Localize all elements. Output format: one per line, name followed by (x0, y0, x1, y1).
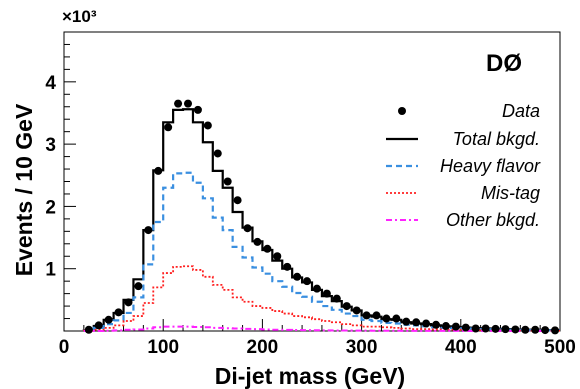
legend-label: Heavy flavor (440, 156, 541, 176)
data-point (342, 302, 351, 311)
data-point (541, 326, 550, 335)
data-point (174, 99, 183, 108)
data-point (283, 262, 292, 271)
data-point (114, 308, 123, 317)
y-tick-label: 1 (45, 260, 56, 281)
data-point (471, 324, 480, 333)
data-point (382, 314, 391, 323)
data-points (84, 99, 560, 335)
data-point (243, 224, 252, 233)
legend-data-marker (398, 107, 406, 115)
data-point (303, 277, 312, 286)
data-point (263, 244, 272, 253)
y-tick-label: 2 (45, 197, 56, 218)
data-point (322, 289, 331, 298)
data-point (203, 121, 212, 130)
data-point (521, 325, 530, 334)
data-point (461, 323, 470, 332)
legend-label: Data (502, 101, 540, 121)
series-mis-tag-line (82, 265, 560, 332)
x-tick-label: 200 (247, 337, 279, 358)
data-point (253, 237, 262, 246)
data-point (362, 311, 371, 320)
data-point (233, 196, 242, 205)
data-point (144, 226, 153, 235)
data-point (422, 319, 431, 328)
data-point (164, 123, 173, 132)
data-point (481, 324, 490, 333)
data-point (213, 149, 222, 158)
data-point (223, 177, 232, 186)
series-other-bkgd-line (83, 325, 560, 332)
data-point (501, 325, 510, 334)
data-point (451, 322, 460, 331)
data-point (412, 318, 421, 327)
legend-label: Mis-tag (481, 183, 540, 203)
data-point (184, 99, 192, 108)
data-point (392, 314, 401, 323)
y-tick-label: 3 (45, 135, 56, 156)
data-point (193, 105, 202, 114)
x-tick-label: 300 (346, 337, 378, 358)
data-point (124, 298, 133, 307)
data-point (104, 315, 113, 324)
data-point (441, 322, 450, 331)
y-tick-label: 4 (45, 73, 56, 94)
x-tick-label: 0 (59, 337, 70, 358)
data-point (293, 272, 302, 281)
tick-labels: 0 100 200 300 400 500 1 2 3 4 (45, 73, 575, 358)
data-point (312, 284, 321, 293)
y-exponent-label: ×10³ (62, 7, 97, 26)
data-point (531, 325, 540, 334)
x-axis-title: Di-jet mass (GeV) (215, 363, 405, 389)
data-point (84, 325, 93, 334)
data-point (511, 325, 520, 334)
data-point (372, 311, 381, 320)
data-point (491, 324, 500, 333)
data-point (551, 326, 560, 335)
x-tick-label: 100 (147, 337, 179, 358)
legend-label: Total bkgd. (453, 129, 540, 149)
data-point (332, 294, 341, 303)
data-point (154, 166, 163, 175)
data-point (94, 321, 103, 330)
data-point (402, 317, 411, 326)
legend: Data Total bkgd. Heavy flavor Mis-tag Other … (386, 101, 541, 230)
legend-label: Other bkgd. (446, 210, 540, 230)
corner-label: DØ (486, 50, 522, 77)
x-tick-label: 400 (445, 337, 477, 358)
data-point (352, 306, 361, 315)
data-point (273, 252, 282, 261)
y-axis-title: Events / 10 GeV (11, 103, 37, 276)
data-point (134, 282, 143, 291)
data-point (432, 320, 440, 329)
x-tick-label: 500 (544, 337, 576, 358)
